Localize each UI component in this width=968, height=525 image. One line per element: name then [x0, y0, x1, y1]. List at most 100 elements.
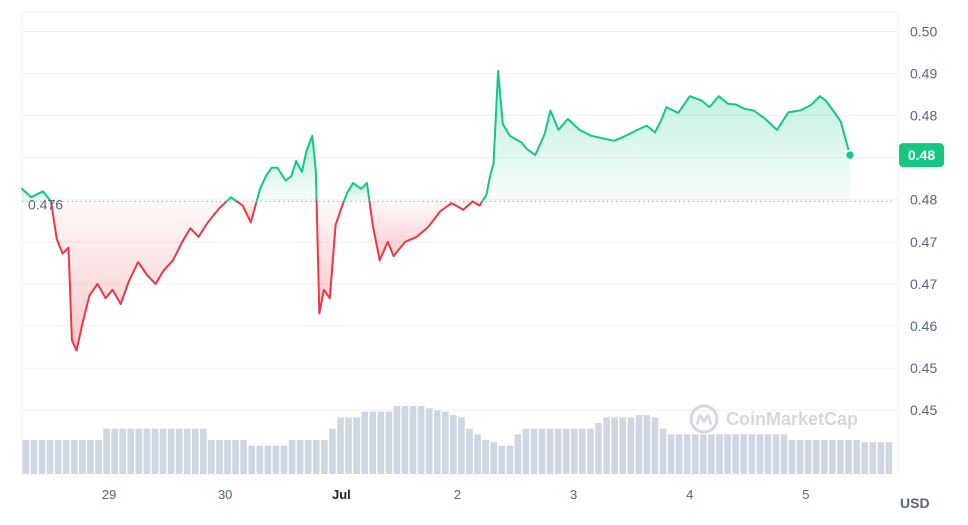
volume-bar: [304, 440, 312, 474]
volume-bar: [409, 406, 417, 474]
line-segment-down: [50, 200, 228, 352]
area-down: [369, 201, 473, 261]
volume-bar: [764, 434, 772, 474]
volume-bar: [167, 428, 175, 474]
y-axis-ticks: 0.50 0.49 0.48 0.48 0.48 0.47 0.47 0.46 0.45 0.45: [910, 23, 937, 418]
watermark-text: CoinMarketCap: [726, 409, 858, 429]
volume-bar: [369, 411, 377, 474]
volume-bar: [643, 415, 651, 474]
volume-bar: [812, 440, 820, 474]
volume-bar: [70, 440, 78, 474]
volume-bar: [329, 428, 336, 474]
line-segment-up: [255, 134, 318, 203]
line-segment-down: [235, 200, 258, 224]
volume-bar: [554, 428, 562, 474]
volume-bar: [885, 442, 893, 474]
volume-bar: [38, 440, 46, 474]
volume-bar: [780, 434, 788, 474]
line-segment-down: [471, 200, 484, 207]
volume-bar: [377, 411, 385, 474]
volume-bar: [724, 434, 731, 474]
volume-bar: [579, 428, 586, 474]
y-tick-label: 0.47: [910, 276, 937, 292]
volume-bar: [111, 428, 118, 474]
volume-bar: [353, 417, 360, 474]
y-tick-label: 0.49: [910, 66, 937, 82]
line-segment-down: [315, 200, 345, 315]
volume-bar: [135, 428, 143, 474]
volume-bar: [312, 440, 320, 474]
volume-bar: [393, 406, 401, 474]
area-up: [482, 70, 850, 202]
volume-bar: [756, 434, 764, 474]
volume-bar: [127, 428, 135, 474]
volume-bar: [417, 406, 425, 474]
volume-bar: [159, 428, 167, 474]
volume-bar: [337, 417, 344, 474]
volume-bar: [345, 417, 352, 474]
volume-bar: [103, 428, 110, 474]
volume-bar: [361, 411, 368, 474]
line-segment-up: [481, 69, 851, 203]
current-price-label: 0.48: [908, 147, 935, 163]
volume-bar: [538, 428, 546, 474]
volume-bar: [845, 440, 852, 474]
volume-bar: [772, 434, 780, 474]
volume-bar: [490, 442, 498, 474]
volume-bar: [482, 440, 489, 474]
volume-bar: [651, 417, 659, 474]
current-price-badge: [899, 143, 944, 168]
volume-bar: [95, 440, 102, 474]
volume-bar: [877, 442, 885, 474]
volume-bar: [804, 440, 812, 474]
volume-bar: [264, 445, 272, 474]
watermark: CoinMarketCap: [689, 404, 858, 434]
volume-bar: [837, 440, 844, 474]
area-up: [256, 135, 317, 202]
volume-bar: [506, 445, 514, 474]
volume-bar: [54, 440, 62, 474]
volume-bar: [280, 445, 288, 474]
y-tick-label: 0.47: [910, 234, 937, 250]
volume-bar: [183, 428, 191, 474]
volume-bar: [119, 428, 127, 474]
volume-bar: [603, 417, 610, 474]
x-tick-label: 5: [802, 487, 809, 502]
price-area-fill: [22, 70, 850, 351]
volume-bar: [587, 428, 594, 474]
volume-bar: [748, 434, 756, 474]
volume-bar: [272, 445, 280, 474]
line-segment-up: [21, 187, 52, 203]
volume-bar: [667, 434, 675, 474]
x-tick-label: 4: [686, 487, 693, 502]
volume-bar: [474, 434, 481, 474]
y-tick-label: 0.48: [910, 192, 937, 208]
line-segment-down: [368, 200, 474, 262]
coinmarketcap-logo-icon: [689, 404, 719, 434]
volume-bar: [296, 440, 304, 474]
volume-bar: [716, 434, 723, 474]
volume-bar: [256, 445, 264, 474]
volume-bar: [321, 440, 328, 474]
volume-bar: [659, 428, 667, 474]
volume-bar: [151, 428, 159, 474]
volume-bar: [530, 428, 538, 474]
volume-bar: [191, 428, 199, 474]
volume-bar: [869, 442, 877, 474]
volume-bar: [433, 410, 441, 474]
volume-bar: [635, 415, 643, 474]
currency-label: USD: [900, 495, 930, 511]
volume-bar: [691, 434, 699, 474]
volume-bar: [30, 440, 38, 474]
volume-bar: [829, 440, 836, 474]
current-price-marker: 0.48: [844, 143, 944, 168]
volume-bar: [240, 440, 248, 474]
volume-bar: [401, 406, 409, 474]
x-tick-label: 2: [454, 487, 461, 502]
x-tick-label: 29: [102, 487, 116, 502]
volume-bar: [627, 417, 635, 474]
volume-bar: [143, 428, 151, 474]
x-tick-label: 30: [218, 487, 232, 502]
